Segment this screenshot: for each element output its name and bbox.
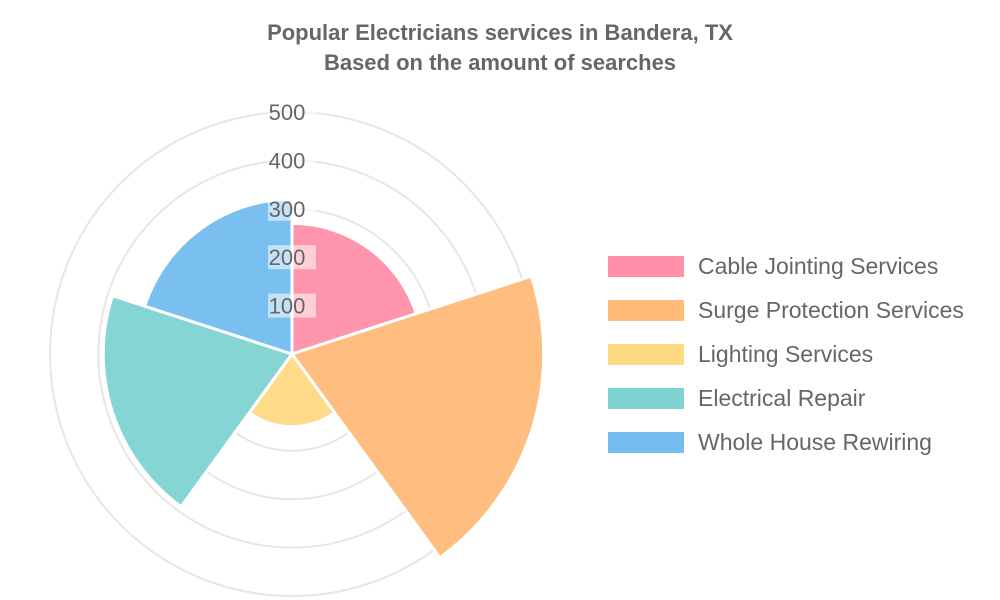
legend-item[interactable]: Whole House Rewiring <box>608 420 964 464</box>
tick-label-backdrop <box>268 196 316 221</box>
sector-1[interactable] <box>290 274 546 560</box>
legend-label: Lighting Services <box>698 340 874 367</box>
chart-title: Popular Electricians services in Bandera… <box>267 20 733 45</box>
legend-swatch <box>608 387 684 409</box>
sectors <box>101 197 546 560</box>
tick-label-backdrop <box>268 148 316 173</box>
legend-item[interactable]: Surge Protection Services <box>608 288 964 332</box>
chart-subtitle: Based on the amount of searches <box>323 50 677 75</box>
tick-label-backdrop <box>268 293 316 318</box>
legend-label: Whole House Rewiring <box>698 428 932 455</box>
sector-3[interactable] <box>101 294 294 509</box>
legend-swatch <box>608 255 684 277</box>
legend-label: Surge Protection Services <box>698 296 964 323</box>
r-tick-label: 300 <box>269 197 306 222</box>
legend-label: Electrical Repair <box>698 384 866 411</box>
legend-item[interactable]: Lighting Services <box>608 332 964 376</box>
sector-0[interactable] <box>290 221 418 356</box>
legend-item[interactable]: Cable Jointing Services <box>608 244 964 288</box>
sector-2[interactable] <box>247 352 337 429</box>
legend-label: Cable Jointing Services <box>698 252 939 279</box>
tick-label-backdrop <box>268 245 316 270</box>
legend-swatch <box>608 299 684 321</box>
legend-swatch <box>608 343 684 365</box>
chart-title-block: Popular Electricians services in Bandera… <box>0 18 1000 78</box>
legend-swatch <box>608 431 684 453</box>
r-tick-label: 100 <box>269 294 306 319</box>
legend-item[interactable]: Electrical Repair <box>608 376 964 420</box>
legend: Cable Jointing Services Surge Protection … <box>608 244 964 464</box>
r-tick-label: 200 <box>269 245 306 270</box>
r-tick-label: 500 <box>269 100 306 125</box>
r-tick-label: 400 <box>269 148 306 173</box>
tick-label-backdrop <box>268 100 316 124</box>
r-tick-labels: 100 200 300 400 500 <box>268 100 316 319</box>
